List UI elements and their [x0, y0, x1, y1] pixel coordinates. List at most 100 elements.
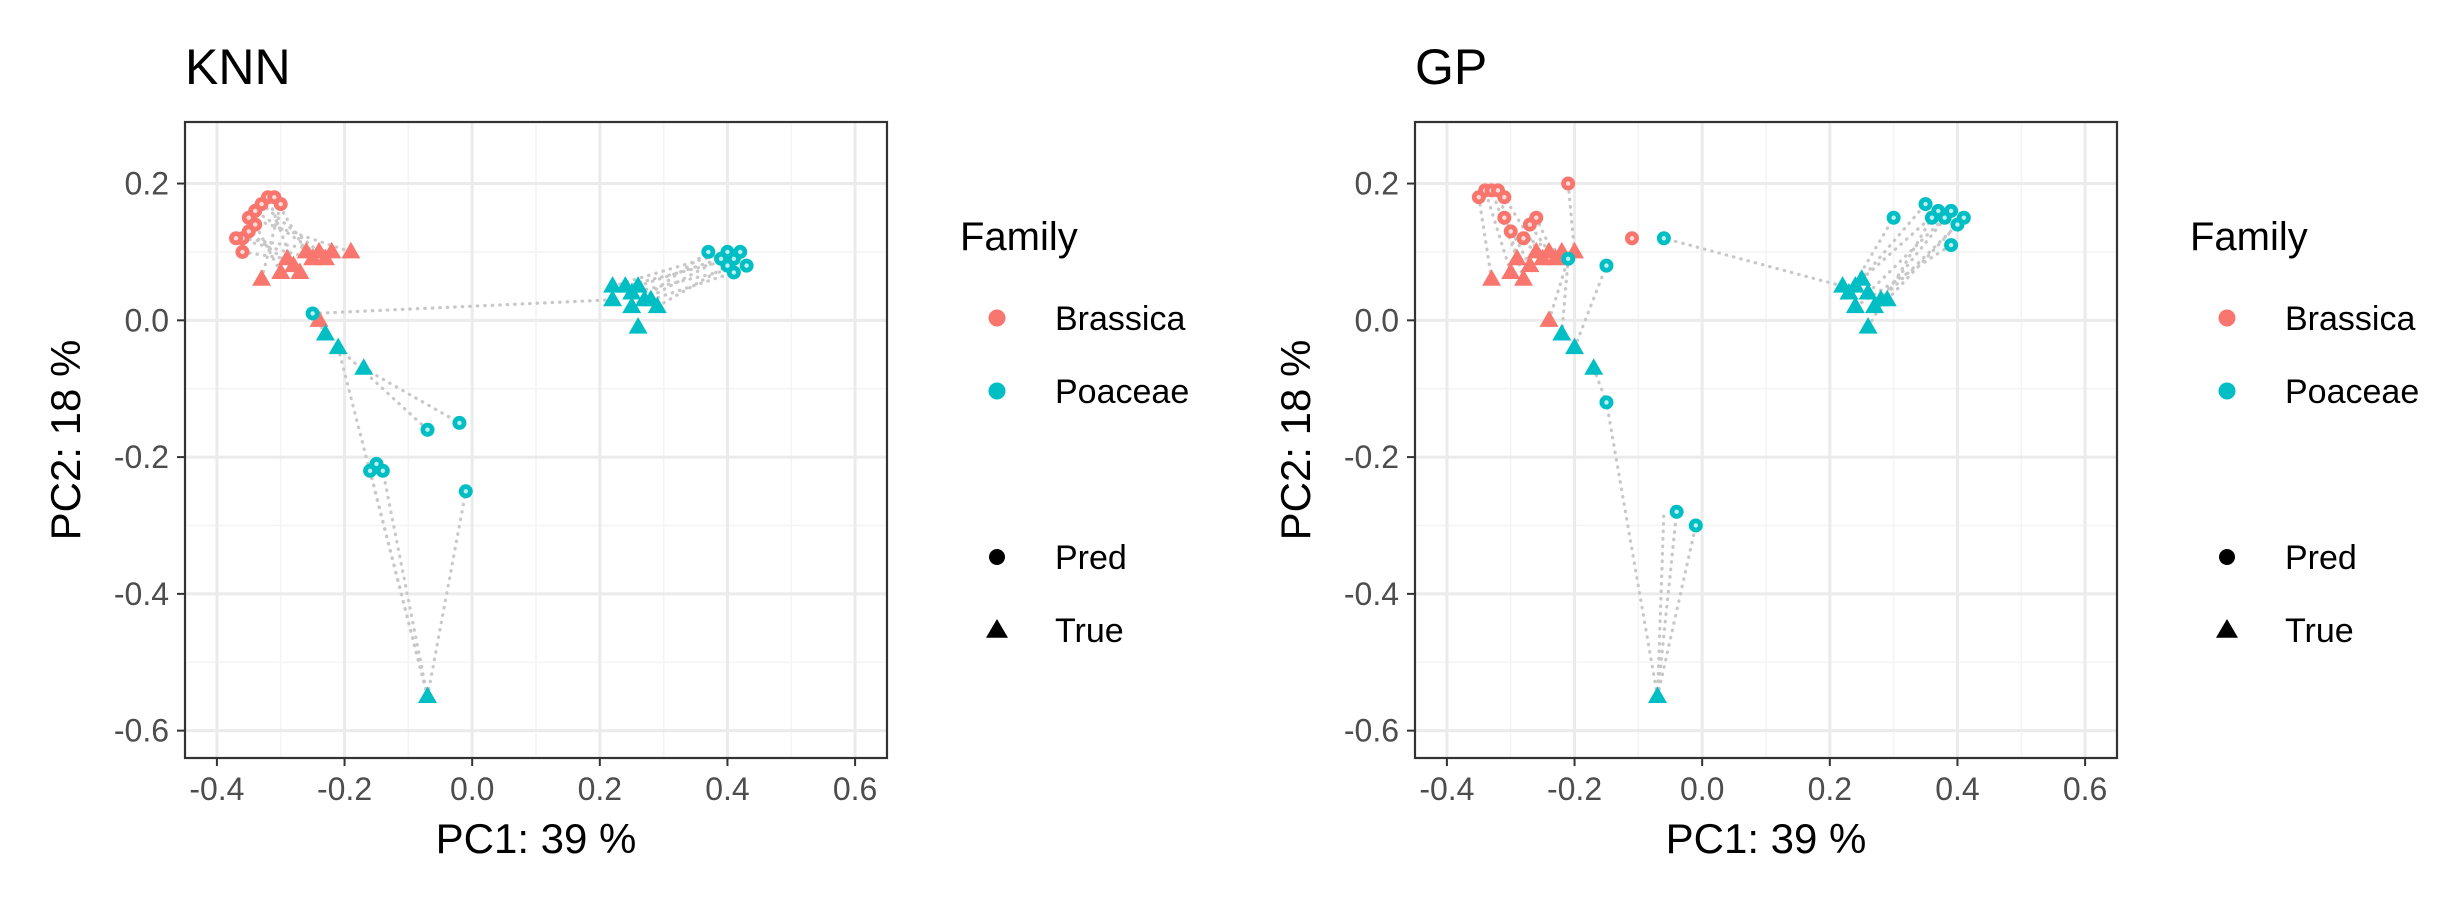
point-highlight [744, 263, 749, 268]
true-point-brassica [322, 241, 342, 259]
point-highlight [272, 195, 277, 200]
point-highlight [374, 461, 379, 467]
point-highlight [731, 270, 737, 275]
legend-title: Family [2190, 215, 2308, 259]
connector-line [266, 195, 296, 268]
true-point-brassica [1507, 248, 1527, 266]
panel-title: KNN [185, 39, 291, 95]
point-highlight [380, 468, 386, 473]
y-tick-label: 0.0 [125, 302, 169, 338]
panel-border [183, 120, 889, 760]
point-highlight [1604, 400, 1609, 405]
y-axis-title: PC2: 18 % [42, 340, 89, 541]
point-highlight [1629, 236, 1635, 241]
point-highlight [1936, 208, 1941, 214]
legend-key-poaceae [2218, 382, 2236, 400]
connector-line [425, 489, 468, 699]
point-highlight [1565, 181, 1571, 186]
true-point-poaceae [1552, 324, 1572, 341]
true-point-poaceae [328, 337, 348, 355]
x-tick-label: 0.6 [833, 771, 877, 807]
point-highlight [367, 468, 373, 473]
true-point-poaceae [1858, 317, 1878, 334]
connector-line [655, 264, 730, 309]
point-highlight [1604, 263, 1609, 268]
connector-line [1572, 264, 1609, 350]
connector-line [649, 270, 736, 302]
point-highlight [253, 208, 258, 214]
true-point-poaceae [1877, 289, 1897, 307]
point-highlight [1948, 208, 1954, 214]
connector-line [610, 250, 730, 288]
connector-line [1655, 523, 1698, 699]
connector-line [1860, 209, 1940, 281]
true-point-poaceae [418, 686, 438, 703]
point-highlight [1661, 236, 1667, 241]
point-highlight [1508, 229, 1513, 234]
point-highlight [240, 249, 245, 255]
true-point-brassica [277, 248, 297, 266]
x-tick-label: -0.4 [1419, 771, 1474, 807]
point-highlight [1534, 215, 1539, 220]
connector-line [247, 216, 353, 254]
panel-title: GP [1415, 39, 1487, 95]
y-tick-label: -0.6 [114, 713, 169, 749]
x-tick-label: 0.4 [705, 771, 749, 807]
point-highlight [1948, 242, 1954, 248]
point-highlight [1502, 215, 1507, 220]
connector-line [1560, 257, 1570, 336]
point-highlight [706, 249, 711, 255]
point-highlight [725, 263, 730, 268]
x-tick-label: 0.2 [578, 771, 622, 807]
point-highlight [1674, 509, 1679, 515]
connector-line [253, 222, 283, 275]
connector-line [1604, 400, 1660, 699]
connector-line [336, 346, 430, 699]
true-point-poaceae [647, 296, 667, 314]
point-highlight [1693, 523, 1699, 528]
connector-line [1853, 202, 1928, 288]
point-highlight [725, 249, 730, 255]
y-axis-title: PC2: 18 % [1272, 340, 1319, 541]
true-point-poaceae [1565, 337, 1585, 355]
x-axis-title: PC1: 39 % [1666, 815, 1867, 862]
true-point-poaceae [622, 296, 642, 314]
point-highlight [259, 201, 264, 207]
point-highlight [246, 215, 252, 220]
point-highlight [1891, 215, 1896, 220]
point-highlight [1521, 236, 1526, 241]
legend-label: Brassica [1055, 300, 1185, 338]
connector-line [240, 250, 289, 261]
connector-line [1655, 510, 1679, 699]
legend-label: Pred [1055, 539, 1127, 577]
connector-line [1879, 222, 1960, 302]
true-point-brassica [252, 269, 272, 286]
true-point-poaceae [1845, 296, 1865, 314]
x-tick-label: 0.6 [2063, 771, 2107, 807]
true-point-brassica [271, 262, 291, 279]
point-highlight [310, 311, 315, 316]
connector-line [1866, 216, 1947, 295]
connector-line [1872, 209, 1953, 309]
true-point-poaceae [315, 324, 335, 341]
connector-line [234, 236, 315, 261]
y-tick-label: -0.4 [1344, 576, 1399, 612]
x-tick-label: 0.4 [1935, 771, 1979, 807]
connector-line [1502, 195, 1545, 261]
point-highlight [1565, 256, 1571, 261]
true-point-brassica [341, 241, 361, 259]
true-point-poaceae [603, 289, 623, 307]
x-axis-title: PC1: 39 % [436, 815, 637, 862]
x-tick-label: 0.0 [1680, 771, 1724, 807]
panel-border [1413, 120, 2119, 760]
point-highlight [718, 256, 724, 261]
true-point-poaceae [1858, 282, 1878, 300]
point-highlight [738, 249, 743, 255]
connector-line [247, 229, 302, 275]
connector-line [362, 366, 462, 425]
legend-key-brassica [2218, 309, 2236, 327]
point-highlight [253, 222, 258, 227]
legend-title: Family [960, 215, 1078, 259]
connector-line [1547, 257, 1570, 322]
